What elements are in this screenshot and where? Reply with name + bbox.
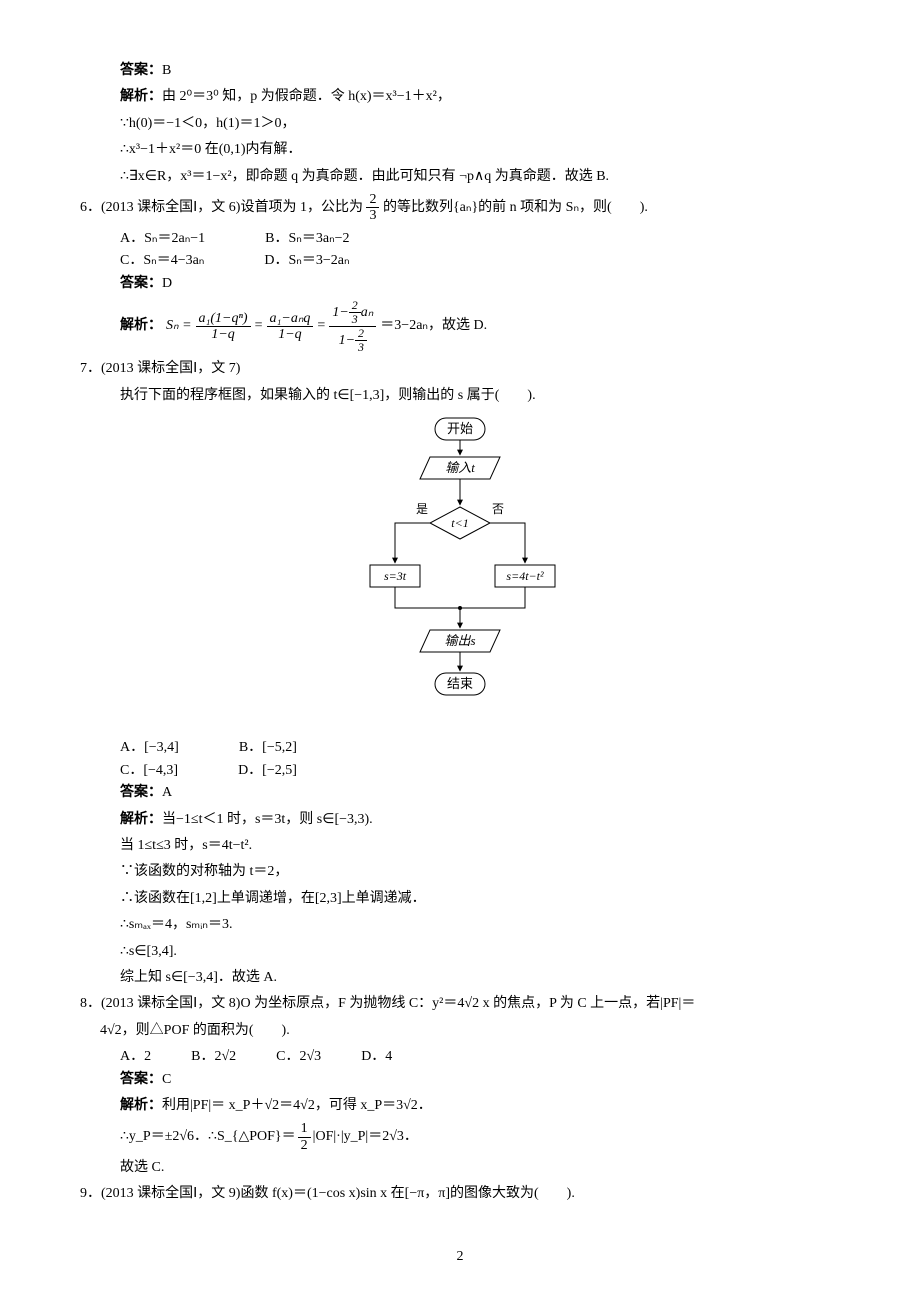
eq-lhs: Sₙ =	[166, 315, 192, 337]
question-number: 8．	[80, 996, 101, 1011]
analysis-text: 当−1≤t＜1 时，s＝3t，则 s∈[−3,3).	[162, 812, 373, 827]
q9-stem: 9．(2013 课标全国Ⅰ，文 9)函数 f(x)＝(1−cos x)sin x…	[80, 1183, 840, 1205]
q6-options-row2: C．Sₙ＝4−3aₙ D．Sₙ＝3−2aₙ	[80, 250, 840, 272]
eq-frac3: 1−23aₙ 1−23	[329, 299, 376, 354]
flow-input: 输入t	[445, 460, 475, 475]
q8-stem-line1: 8．(2013 课标全国Ⅰ，文 8)O 为坐标原点，F 为抛物线 C：y²＝4√…	[80, 993, 840, 1015]
q6-answer-line: 答案：D	[80, 273, 840, 295]
q7-analysis-l5: ∴sₘₐₓ＝4，sₘᵢₙ＝3.	[80, 914, 840, 936]
question-number: 7．	[80, 361, 101, 376]
eq-equals-2: =	[317, 315, 325, 337]
answer-value: A	[162, 785, 172, 800]
fraction-1-2: 12	[298, 1121, 311, 1153]
q8-analysis-l3: 故选 C.	[80, 1157, 840, 1179]
flowchart: 开始 输入t t<1 是 否 s=3t s=4t−t² 输出s 结束	[80, 413, 840, 731]
q7-analysis-l1: 解析：当−1≤t＜1 时，s＝3t，则 s∈[−3,3).	[80, 809, 840, 831]
answer-value: D	[162, 276, 172, 291]
question-source: (2013 课标全国Ⅰ，文 6)	[101, 200, 240, 215]
question-source: (2013 课标全国Ⅰ，文 8)	[101, 996, 240, 1011]
analysis-label: 解析：	[120, 89, 162, 104]
q6-options-row1: A．Sₙ＝2aₙ−1 B．Sₙ＝3aₙ−2	[80, 228, 840, 250]
stem-part-a: O 为坐标原点，F 为抛物线 C：y²＝4√2 x 的焦点，P 为 C 上一点，…	[240, 996, 695, 1011]
flow-start: 开始	[447, 421, 473, 436]
q7-analysis-l6: ∴s∈[3,4].	[80, 941, 840, 963]
option-b: B．Sₙ＝3aₙ−2	[265, 228, 349, 250]
flowchart-svg: 开始 输入t t<1 是 否 s=3t s=4t−t² 输出s 结束	[340, 413, 580, 723]
question-source: (2013 课标全国Ⅰ，文 7)	[101, 361, 240, 376]
question-number: 6．	[80, 200, 101, 215]
q7-options-row1: A．[−3,4] B．[−5,2]	[80, 737, 840, 759]
page-number: 2	[80, 1246, 840, 1268]
stem-part-b: 的等比数列{aₙ}的前 n 项和为 Sₙ，则( ).	[383, 200, 648, 215]
q7-analysis-l7: 综上知 s∈[−3,4]．故选 A.	[80, 967, 840, 989]
q6-analysis: 解析： Sₙ = a₁(1−qⁿ)1−q = a₁−aₙq1−q = 1−23a…	[80, 299, 840, 354]
option-a: A．Sₙ＝2aₙ−1	[120, 228, 205, 250]
stem-part-a: 设首项为 1，公比为	[240, 200, 363, 215]
flow-yes: 是	[416, 502, 428, 516]
analysis-label: 解析：	[120, 812, 162, 827]
flow-end: 结束	[447, 676, 473, 691]
eq-equals-1: =	[255, 315, 263, 337]
flow-no: 否	[492, 502, 504, 516]
q7-analysis-l3: ∵该函数的对称轴为 t＝2，	[80, 861, 840, 883]
q8-options: A．2 B．2√2 C．2√3 D．4	[80, 1046, 840, 1068]
q8-analysis-l1: 解析：利用|PF|＝ x_P＋√2＝4√2，可得 x_P＝3√2．	[80, 1095, 840, 1117]
q8-stem-line2: 4√2，则△POF 的面积为( ).	[80, 1020, 840, 1042]
option-b: B．[−5,2]	[239, 737, 297, 759]
option-a: A．2	[120, 1046, 151, 1068]
answer-label: 答案：	[120, 276, 162, 291]
q7-analysis-l2: 当 1≤t≤3 时，s＝4t−t².	[80, 835, 840, 857]
q7-options-row2: C．[−4,3] D．[−2,5]	[80, 760, 840, 782]
stem-text: 函数 f(x)＝(1−cos x)sin x 在[−π，π]的图像大致为( ).	[240, 1186, 574, 1201]
analysis-l2-a: ∴y_P＝±2√6．∴S_{△POF}＝	[120, 1126, 296, 1148]
option-c: C．2√3	[276, 1046, 321, 1068]
q7-header: 7．(2013 课标全国Ⅰ，文 7)	[80, 358, 840, 380]
q7-stem: 执行下面的程序框图，如果输入的 t∈[−1,3]，则输出的 s 属于( ).	[80, 385, 840, 407]
flow-left: s=3t	[384, 569, 407, 583]
q7-answer-line: 答案：A	[80, 782, 840, 804]
eq-tail: ＝3−2aₙ，故选 D.	[380, 315, 487, 337]
fraction-2-3: 23	[366, 192, 379, 224]
flow-right: s=4t−t²	[506, 569, 544, 583]
analysis-text: 利用|PF|＝ x_P＋√2＝4√2，可得 x_P＝3√2．	[162, 1098, 432, 1113]
q5-analysis-l1: 解析：由 2⁰＝3⁰ 知，p 为假命题．令 h(x)＝x³−1＋x²，	[80, 86, 840, 108]
q7-analysis-l4: ∴该函数在[1,2]上单调递增，在[2,3]上单调递减．	[80, 888, 840, 910]
analysis-text: 由 2⁰＝3⁰ 知，p 为假命题．令 h(x)＝x³−1＋x²，	[162, 89, 451, 104]
question-source: (2013 课标全国Ⅰ，文 9)	[101, 1186, 240, 1201]
answer-label: 答案：	[120, 785, 162, 800]
option-b: B．2√2	[191, 1046, 236, 1068]
answer-value: C	[162, 1072, 171, 1087]
q5-analysis-l2: ∵h(0)＝−1＜0，h(1)＝1＞0，	[80, 113, 840, 135]
flow-output: 输出s	[444, 633, 475, 648]
option-a: A．[−3,4]	[120, 737, 179, 759]
analysis-label: 解析：	[120, 1098, 162, 1113]
option-d: D．[−2,5]	[238, 760, 297, 782]
question-number: 9．	[80, 1186, 101, 1201]
option-d: D．Sₙ＝3−2aₙ	[264, 250, 349, 272]
flow-cond: t<1	[451, 516, 468, 530]
q5-analysis-l3: ∴x³−1＋x²＝0 在(0,1)内有解．	[80, 139, 840, 161]
option-c: C．[−4,3]	[120, 760, 178, 782]
analysis-label: 解析：	[120, 315, 162, 337]
q6-stem: 6．(2013 课标全国Ⅰ，文 6)设首项为 1，公比为 23 的等比数列{aₙ…	[80, 192, 840, 224]
answer-label: 答案：	[120, 63, 162, 78]
eq-frac1: a₁(1−qⁿ)1−q	[196, 311, 251, 343]
analysis-l2-b: |OF|·|y_P|＝2√3．	[313, 1126, 418, 1148]
q5-analysis-l4: ∴∃x∈R，x³＝1−x²，即命题 q 为真命题．由此可知只有 ¬p∧q 为真命…	[80, 166, 840, 188]
option-d: D．4	[361, 1046, 392, 1068]
answer-value: B	[162, 63, 171, 78]
q8-answer-line: 答案：C	[80, 1069, 840, 1091]
eq-frac2: a₁−aₙq1−q	[267, 311, 314, 343]
q8-analysis-l2: ∴y_P＝±2√6．∴S_{△POF}＝ 12 |OF|·|y_P|＝2√3．	[80, 1121, 840, 1153]
q5-answer-line: 答案：B	[80, 60, 840, 82]
answer-label: 答案：	[120, 1072, 162, 1087]
option-c: C．Sₙ＝4−3aₙ	[120, 250, 204, 272]
